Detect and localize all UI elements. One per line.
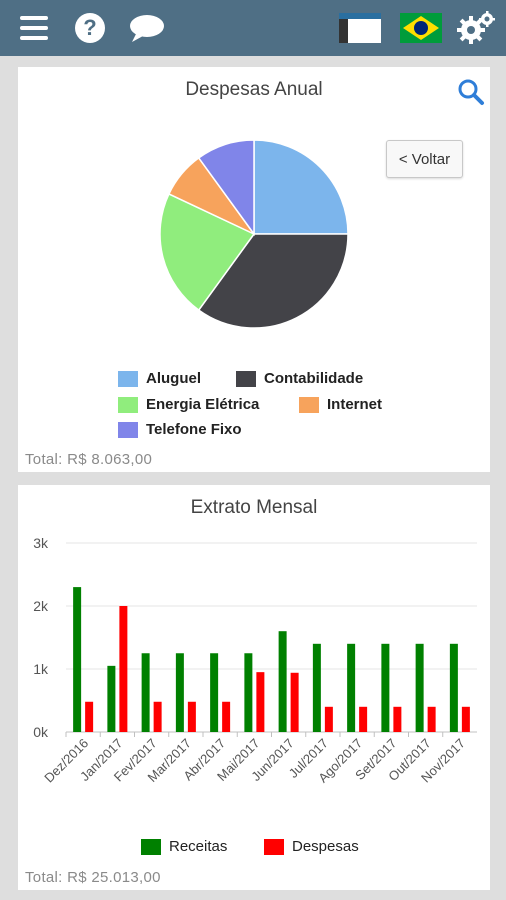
bar-receitas-dez-2016[interactable]: [73, 587, 82, 732]
legend-swatch: [264, 838, 284, 855]
pie-chart-title: Despesas Anual: [185, 79, 323, 100]
bar-despesas-ago-2017[interactable]: [359, 706, 368, 732]
pie-slice-aluguel[interactable]: [253, 139, 349, 235]
pie-chart: [159, 139, 349, 329]
legend-swatch: [236, 370, 256, 387]
bar-receitas-mai-2017[interactable]: [244, 653, 253, 732]
y-tick-label: 0k: [33, 724, 49, 740]
bar-receitas-jul-2017[interactable]: [312, 643, 321, 732]
bar-despesas-mar-2017[interactable]: [187, 701, 196, 732]
bar-receitas-jan-2017[interactable]: [107, 665, 116, 732]
legend-despesas[interactable]: Despesas: [264, 838, 359, 855]
total-despesas: Total: R$ 8.063,00: [25, 451, 153, 468]
bar-receitas-out-2017[interactable]: [415, 643, 424, 732]
pie-slice-contabilidade[interactable]: [197, 233, 349, 329]
legend-swatch: [141, 838, 161, 855]
legend-telefone-fixo[interactable]: Telefone Fixo: [118, 421, 242, 438]
back-button[interactable]: < Voltar: [386, 140, 463, 178]
brazil-flag-icon[interactable]: [400, 10, 442, 46]
legend-label: Receitas: [169, 838, 228, 855]
bar-despesas-out-2017[interactable]: [427, 706, 436, 732]
bar-despesas-dez-2016[interactable]: [85, 701, 94, 732]
legend-energia-eletrica[interactable]: Energia Elétrica: [118, 396, 259, 413]
bar-receitas-fev-2017[interactable]: [141, 653, 150, 732]
bar-despesas-jan-2017[interactable]: [119, 606, 128, 732]
bar-chart: 0k1k2k3kDez/2016Jan/2017Fev/2017Mar/2017…: [33, 535, 477, 785]
legend-swatch: [118, 396, 138, 413]
legend-label: Telefone Fixo: [146, 421, 242, 438]
legend-label: Energia Elétrica: [146, 396, 260, 413]
legend-swatch: [118, 421, 138, 438]
bar-receitas-ago-2017[interactable]: [347, 643, 356, 732]
top-bar: ?: [0, 0, 506, 56]
settings-icon[interactable]: [456, 10, 496, 46]
bar-despesas-set-2017[interactable]: [393, 706, 402, 732]
bar-despesas-fev-2017[interactable]: [153, 701, 162, 732]
svg-text:?: ?: [83, 15, 96, 40]
legend-label: Aluguel: [146, 370, 201, 387]
chat-icon[interactable]: [127, 10, 167, 46]
legend-label: Contabilidade: [264, 370, 364, 387]
y-tick-label: 3k: [33, 535, 49, 551]
search-icon[interactable]: [457, 78, 485, 111]
window-icon[interactable]: [338, 10, 382, 46]
bar-despesas-jul-2017[interactable]: [324, 706, 333, 732]
legend-receitas[interactable]: Receitas: [141, 838, 227, 855]
bar-receitas-mar-2017[interactable]: [175, 653, 184, 732]
bar-despesas-abr-2017[interactable]: [222, 701, 231, 732]
bar-receitas-jun-2017[interactable]: [278, 631, 287, 732]
legend-swatch: [299, 396, 319, 413]
help-icon[interactable]: ?: [73, 10, 107, 46]
bar-receitas-nov-2017[interactable]: [449, 643, 458, 732]
legend-label: Internet: [327, 396, 383, 413]
menu-icon[interactable]: [18, 10, 50, 46]
despesas-anual-card: Despesas Anual < Voltar Aluguel Contabil…: [18, 67, 490, 472]
bar-chart-title: Extrato Mensal: [190, 497, 318, 518]
bar-receitas-set-2017[interactable]: [381, 643, 390, 732]
legend-label: Despesas: [292, 838, 359, 855]
bar-despesas-mai-2017[interactable]: [256, 672, 265, 732]
bar-despesas-nov-2017[interactable]: [461, 706, 470, 732]
bar-despesas-jun-2017[interactable]: [290, 672, 299, 732]
extrato-mensal-card: Extrato Mensal 0k 1k 2k 3k Dez/2016 Jan/2017 F…: [18, 485, 490, 890]
legend-contabilidade[interactable]: Contabilidade: [236, 370, 363, 387]
legend-swatch: [118, 370, 138, 387]
bar-receitas-abr-2017[interactable]: [210, 653, 219, 732]
total-extrato: Total: R$ 25.013,00: [25, 869, 161, 886]
y-tick-label: 2k: [33, 598, 49, 614]
legend-aluguel[interactable]: Aluguel: [118, 370, 201, 387]
legend-internet[interactable]: Internet: [299, 396, 382, 413]
pie-slice-telefone-fixo[interactable]: [197, 139, 255, 237]
y-tick-label: 1k: [33, 661, 49, 677]
